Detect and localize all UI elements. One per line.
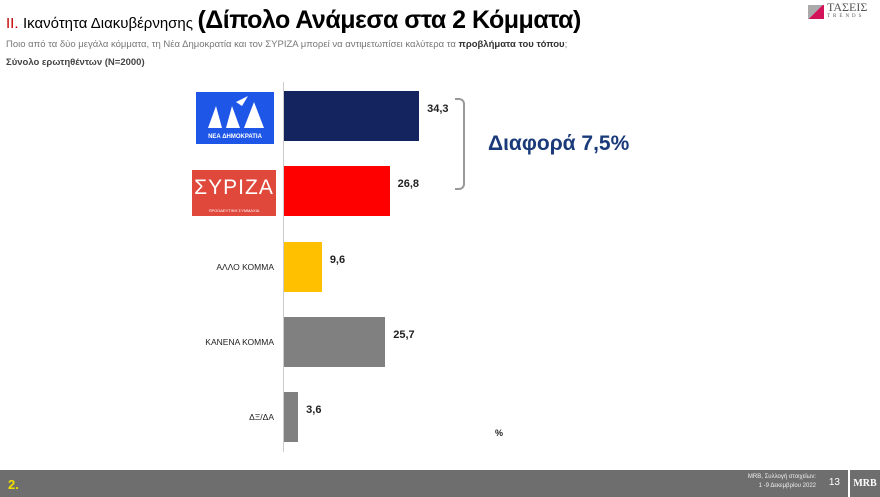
data-label: 9,6 <box>329 253 346 266</box>
sample-size: Σύνολο ερωτηθέντων (N=2000) <box>6 57 145 68</box>
question-text: Ποιο από τα δύο μεγάλα κόμματα, τη Νέα Δ… <box>6 39 568 50</box>
syriza-logo: ΣΥΡΙΖΑ ΠΡΟΟΔΕΥΤΙΚΗ ΣΥΜΜΑΧΙΑ <box>192 170 276 216</box>
mrb-logo: MRB <box>850 470 880 497</box>
footer: 2. MRB, Συλλογή στοιχείων: 1 -9 Δεκεμβρίο… <box>0 470 848 497</box>
section-title: Ικανότητα Διακυβέρνησης <box>22 15 193 32</box>
difference-bracket <box>455 98 465 190</box>
source-note: MRB, Συλλογή στοιχείων: 1 -9 Δεκεμβρίου 2… <box>747 474 816 489</box>
main-title: (Δίπολο Ανάμεσα στα 2 Κόμματα) <box>197 6 581 34</box>
data-label: 26,8 <box>397 178 419 191</box>
category-label: ΚΑΝΕΝΑ ΚΟΜΜΑ <box>205 336 274 347</box>
data-label: 25,7 <box>393 328 415 341</box>
taseis-logo: ΤΑΣΕΙΣ TRENDS <box>808 1 867 22</box>
page-number: 13 <box>828 477 840 488</box>
unit-label: % <box>495 428 504 438</box>
bar <box>284 316 386 367</box>
page-title: II. Ικανότητα Διακυβέρνησης (Δίπολο Ανάμ… <box>6 6 581 35</box>
bar <box>284 91 420 141</box>
bar <box>284 166 390 217</box>
slide-label: 2. <box>8 477 19 492</box>
section-number: II. <box>6 15 19 32</box>
data-label: 34,3 <box>427 103 449 115</box>
difference-annotation: Διαφορά 7,5% <box>488 132 630 155</box>
bar <box>284 241 322 292</box>
axis-line <box>283 82 284 452</box>
data-label: 3,6 <box>306 404 322 417</box>
category-label: ΑΛΛΟ ΚΟΜΜΑ <box>216 261 274 272</box>
category-label: ΔΞ/ΔΑ <box>249 412 274 423</box>
bar <box>284 392 299 443</box>
nd-logo: ΝΕΑ ΔΗΜΟΚΡΑΤΙΑ <box>196 92 274 144</box>
